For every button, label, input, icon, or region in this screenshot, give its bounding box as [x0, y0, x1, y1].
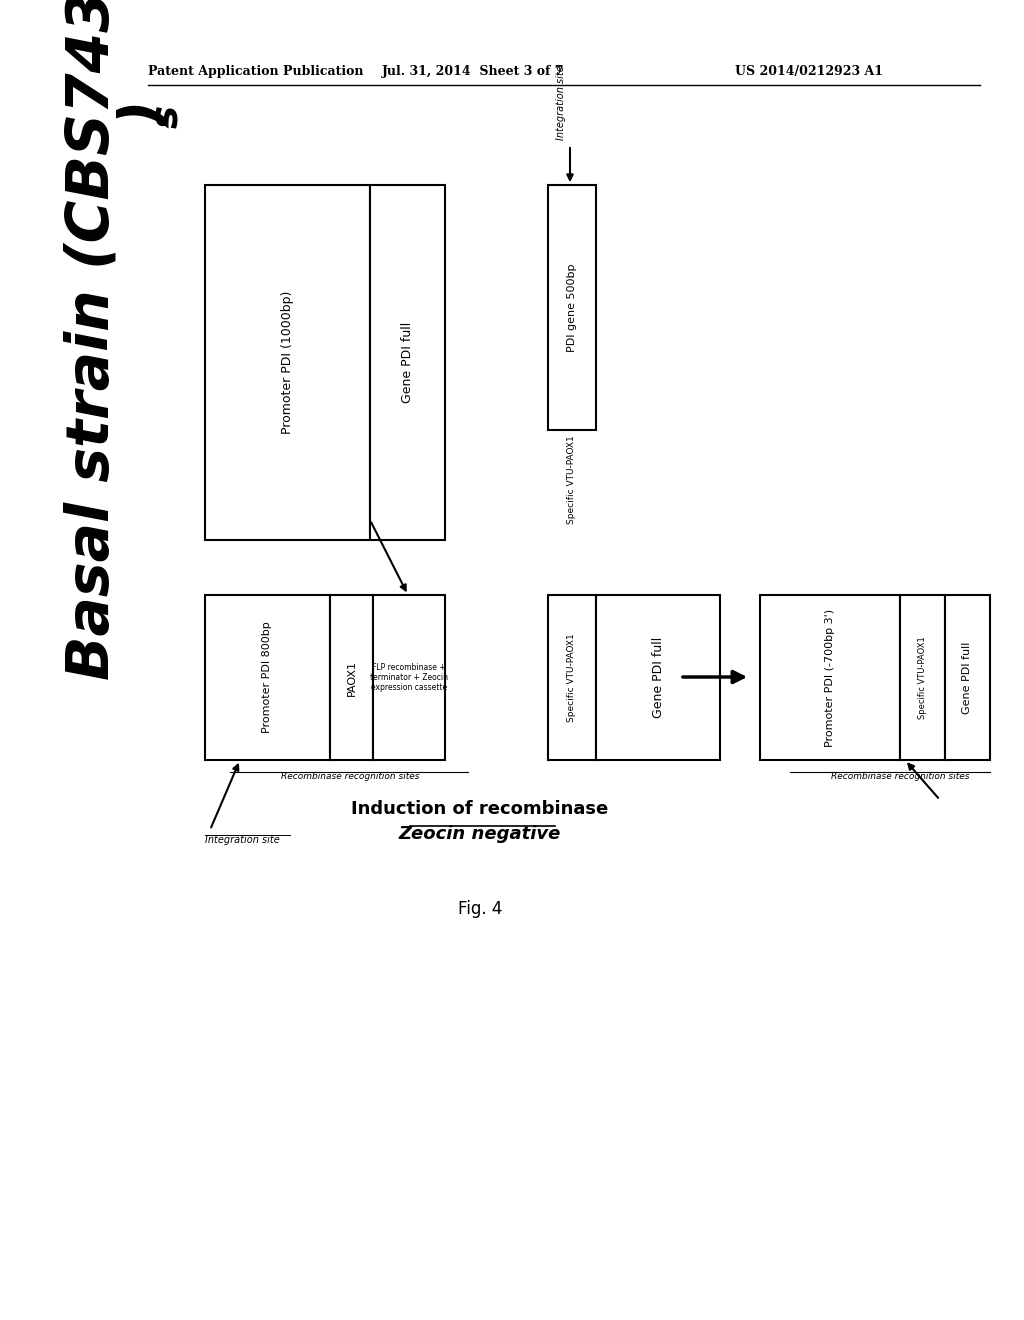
Text: FLP recombinase +
terminator + Zeocin
expression cassette: FLP recombinase + terminator + Zeocin ex… [370, 663, 449, 693]
Text: Promoter PDI (-700bp 3'): Promoter PDI (-700bp 3') [825, 609, 835, 747]
Text: Zeocin negative: Zeocin negative [398, 825, 561, 843]
Bar [373, 595, 445, 760]
Bar [760, 595, 900, 760]
Text: Basal strain (CBS7435 mut: Basal strain (CBS7435 mut [63, 0, 120, 680]
Text: PDI gene 500bp: PDI gene 500bp [567, 263, 577, 351]
Text: Jul. 31, 2014  Sheet 3 of 7: Jul. 31, 2014 Sheet 3 of 7 [382, 66, 564, 78]
Text: Specific VTU-PAOX1: Specific VTU-PAOX1 [567, 436, 577, 524]
Text: Recombinase recognition sites: Recombinase recognition sites [830, 772, 970, 781]
Bar [205, 595, 330, 760]
Bar [330, 595, 373, 760]
Text: PAOX1: PAOX1 [346, 660, 356, 696]
Text: Induction of recombinase: Induction of recombinase [351, 800, 608, 818]
Text: Gene PDI full: Gene PDI full [651, 636, 665, 718]
Text: Gene PDI full: Gene PDI full [401, 322, 414, 403]
Bar [596, 595, 720, 760]
Bar [548, 595, 596, 760]
Text: Promoter PDI 800bp: Promoter PDI 800bp [262, 622, 272, 734]
Bar [370, 185, 445, 540]
Text: Gene PDI full: Gene PDI full [963, 642, 973, 714]
Bar [548, 185, 596, 430]
Text: Integration site: Integration site [556, 65, 566, 140]
Text: Promoter PDI (1000bp): Promoter PDI (1000bp) [281, 290, 294, 434]
Text: ): ) [118, 102, 175, 128]
Text: Specific VTU-PAOX1: Specific VTU-PAOX1 [567, 634, 577, 722]
Text: Recombinase recognition sites: Recombinase recognition sites [281, 772, 419, 781]
Bar [900, 595, 945, 760]
Text: Specific VTU-PAOX1: Specific VTU-PAOX1 [918, 636, 927, 719]
Bar [945, 595, 990, 760]
Text: US 2014/0212923 A1: US 2014/0212923 A1 [735, 66, 883, 78]
Bar [205, 185, 370, 540]
Text: Integration site: Integration site [205, 836, 280, 845]
Text: Fig. 4: Fig. 4 [458, 900, 502, 917]
Text: Patent Application Publication: Patent Application Publication [148, 66, 364, 78]
Text: s: s [148, 104, 186, 128]
